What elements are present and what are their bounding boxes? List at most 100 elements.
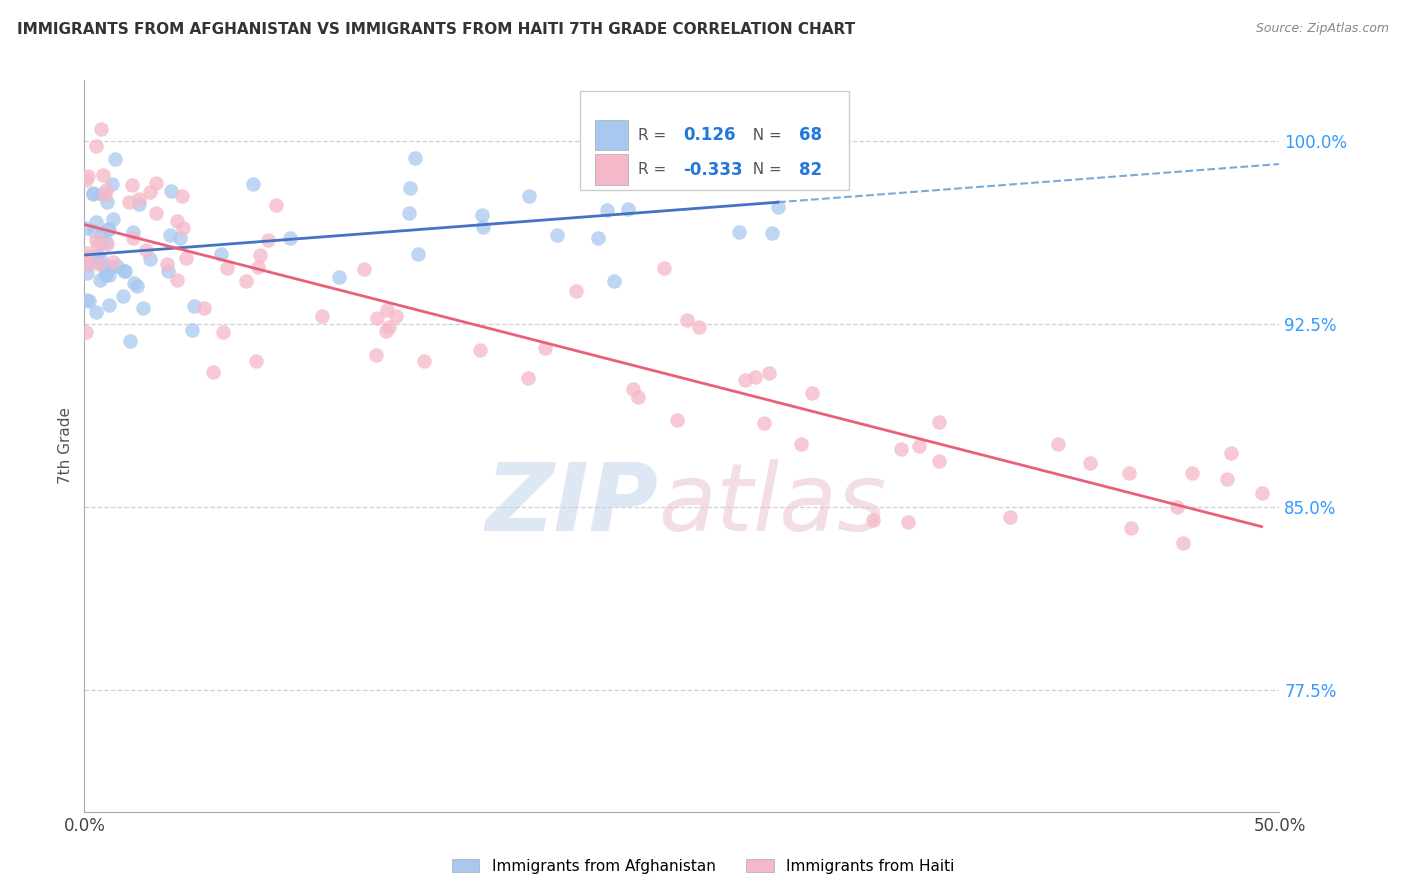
Point <box>398 181 420 195</box>
Point <box>766 201 789 215</box>
Point <box>90 252 112 267</box>
Text: 68: 68 <box>799 126 823 145</box>
Point <box>1181 466 1204 480</box>
Point <box>1118 467 1140 481</box>
Point <box>517 370 540 384</box>
Point <box>328 270 350 285</box>
Point <box>565 284 588 298</box>
Point <box>174 252 197 266</box>
Point <box>132 301 155 315</box>
Point <box>84 305 107 319</box>
Point <box>97 222 120 236</box>
Point <box>1250 485 1272 500</box>
Point <box>761 226 783 240</box>
Point <box>256 233 278 247</box>
Point <box>76 266 98 280</box>
Legend: Immigrants from Afghanistan, Immigrants from Haiti: Immigrants from Afghanistan, Immigrants … <box>446 853 960 880</box>
Point <box>398 206 420 220</box>
Point <box>82 187 104 202</box>
Point <box>377 320 399 334</box>
Point <box>578 136 600 150</box>
Point <box>128 192 150 206</box>
Point <box>125 279 148 293</box>
Text: ZIP: ZIP <box>485 458 658 550</box>
Point <box>118 194 141 209</box>
Point <box>665 413 688 427</box>
Point <box>384 309 406 323</box>
Point <box>122 231 145 245</box>
Point <box>366 311 388 326</box>
Point <box>87 255 110 269</box>
Point <box>75 325 97 339</box>
Point <box>242 178 264 192</box>
Point <box>98 298 121 312</box>
Point <box>800 386 823 401</box>
Point <box>790 437 813 451</box>
Text: -0.333: -0.333 <box>683 161 742 178</box>
Point <box>209 247 232 261</box>
Text: Source: ZipAtlas.com: Source: ZipAtlas.com <box>1256 22 1389 36</box>
Point <box>246 260 269 274</box>
Point <box>172 221 194 235</box>
Text: atlas: atlas <box>658 459 886 550</box>
Text: N =: N = <box>742 162 786 177</box>
Point <box>862 513 884 527</box>
Point <box>156 264 179 278</box>
Point <box>245 354 267 368</box>
Point <box>94 183 117 197</box>
Point <box>159 184 181 198</box>
Point <box>652 261 675 276</box>
Point <box>897 515 920 529</box>
Point <box>470 343 492 358</box>
Point <box>96 236 118 251</box>
Point <box>413 354 436 368</box>
Point <box>75 173 97 187</box>
Point <box>94 261 117 276</box>
Point <box>98 268 121 283</box>
Point <box>122 225 145 239</box>
Point <box>84 214 107 228</box>
Point <box>86 238 108 252</box>
Point <box>76 293 98 307</box>
Point <box>375 302 398 317</box>
Point <box>752 416 775 430</box>
Point <box>76 258 98 272</box>
Point <box>96 194 118 209</box>
Text: N =: N = <box>742 128 786 143</box>
Point <box>264 198 287 212</box>
Point <box>1219 446 1241 460</box>
Point <box>101 177 124 191</box>
Point <box>353 262 375 277</box>
Point <box>90 235 112 250</box>
Point <box>1166 500 1188 515</box>
Point <box>734 373 756 387</box>
Point <box>94 268 117 283</box>
Text: 0.126: 0.126 <box>683 126 735 145</box>
Text: 82: 82 <box>799 161 823 178</box>
Point <box>586 230 609 244</box>
Point <box>89 273 111 287</box>
Point <box>87 257 110 271</box>
Point <box>374 324 396 338</box>
Point <box>145 176 167 190</box>
Point <box>215 260 238 275</box>
Point <box>202 365 225 379</box>
Point <box>627 390 650 404</box>
Point <box>96 235 118 249</box>
Point <box>688 319 710 334</box>
Point <box>278 231 301 245</box>
Point <box>76 258 98 272</box>
Point <box>156 257 179 271</box>
Point <box>135 243 157 257</box>
Text: IMMIGRANTS FROM AFGHANISTAN VS IMMIGRANTS FROM HAITI 7TH GRADE CORRELATION CHART: IMMIGRANTS FROM AFGHANISTAN VS IMMIGRANT… <box>17 22 855 37</box>
Text: R =: R = <box>638 128 671 143</box>
Point <box>111 288 134 302</box>
Point <box>114 263 136 277</box>
Point <box>727 225 749 239</box>
Point <box>172 188 194 202</box>
Point <box>311 309 333 323</box>
FancyBboxPatch shape <box>581 91 849 190</box>
Point <box>1171 536 1194 550</box>
Point <box>602 274 624 288</box>
Point <box>211 325 233 339</box>
